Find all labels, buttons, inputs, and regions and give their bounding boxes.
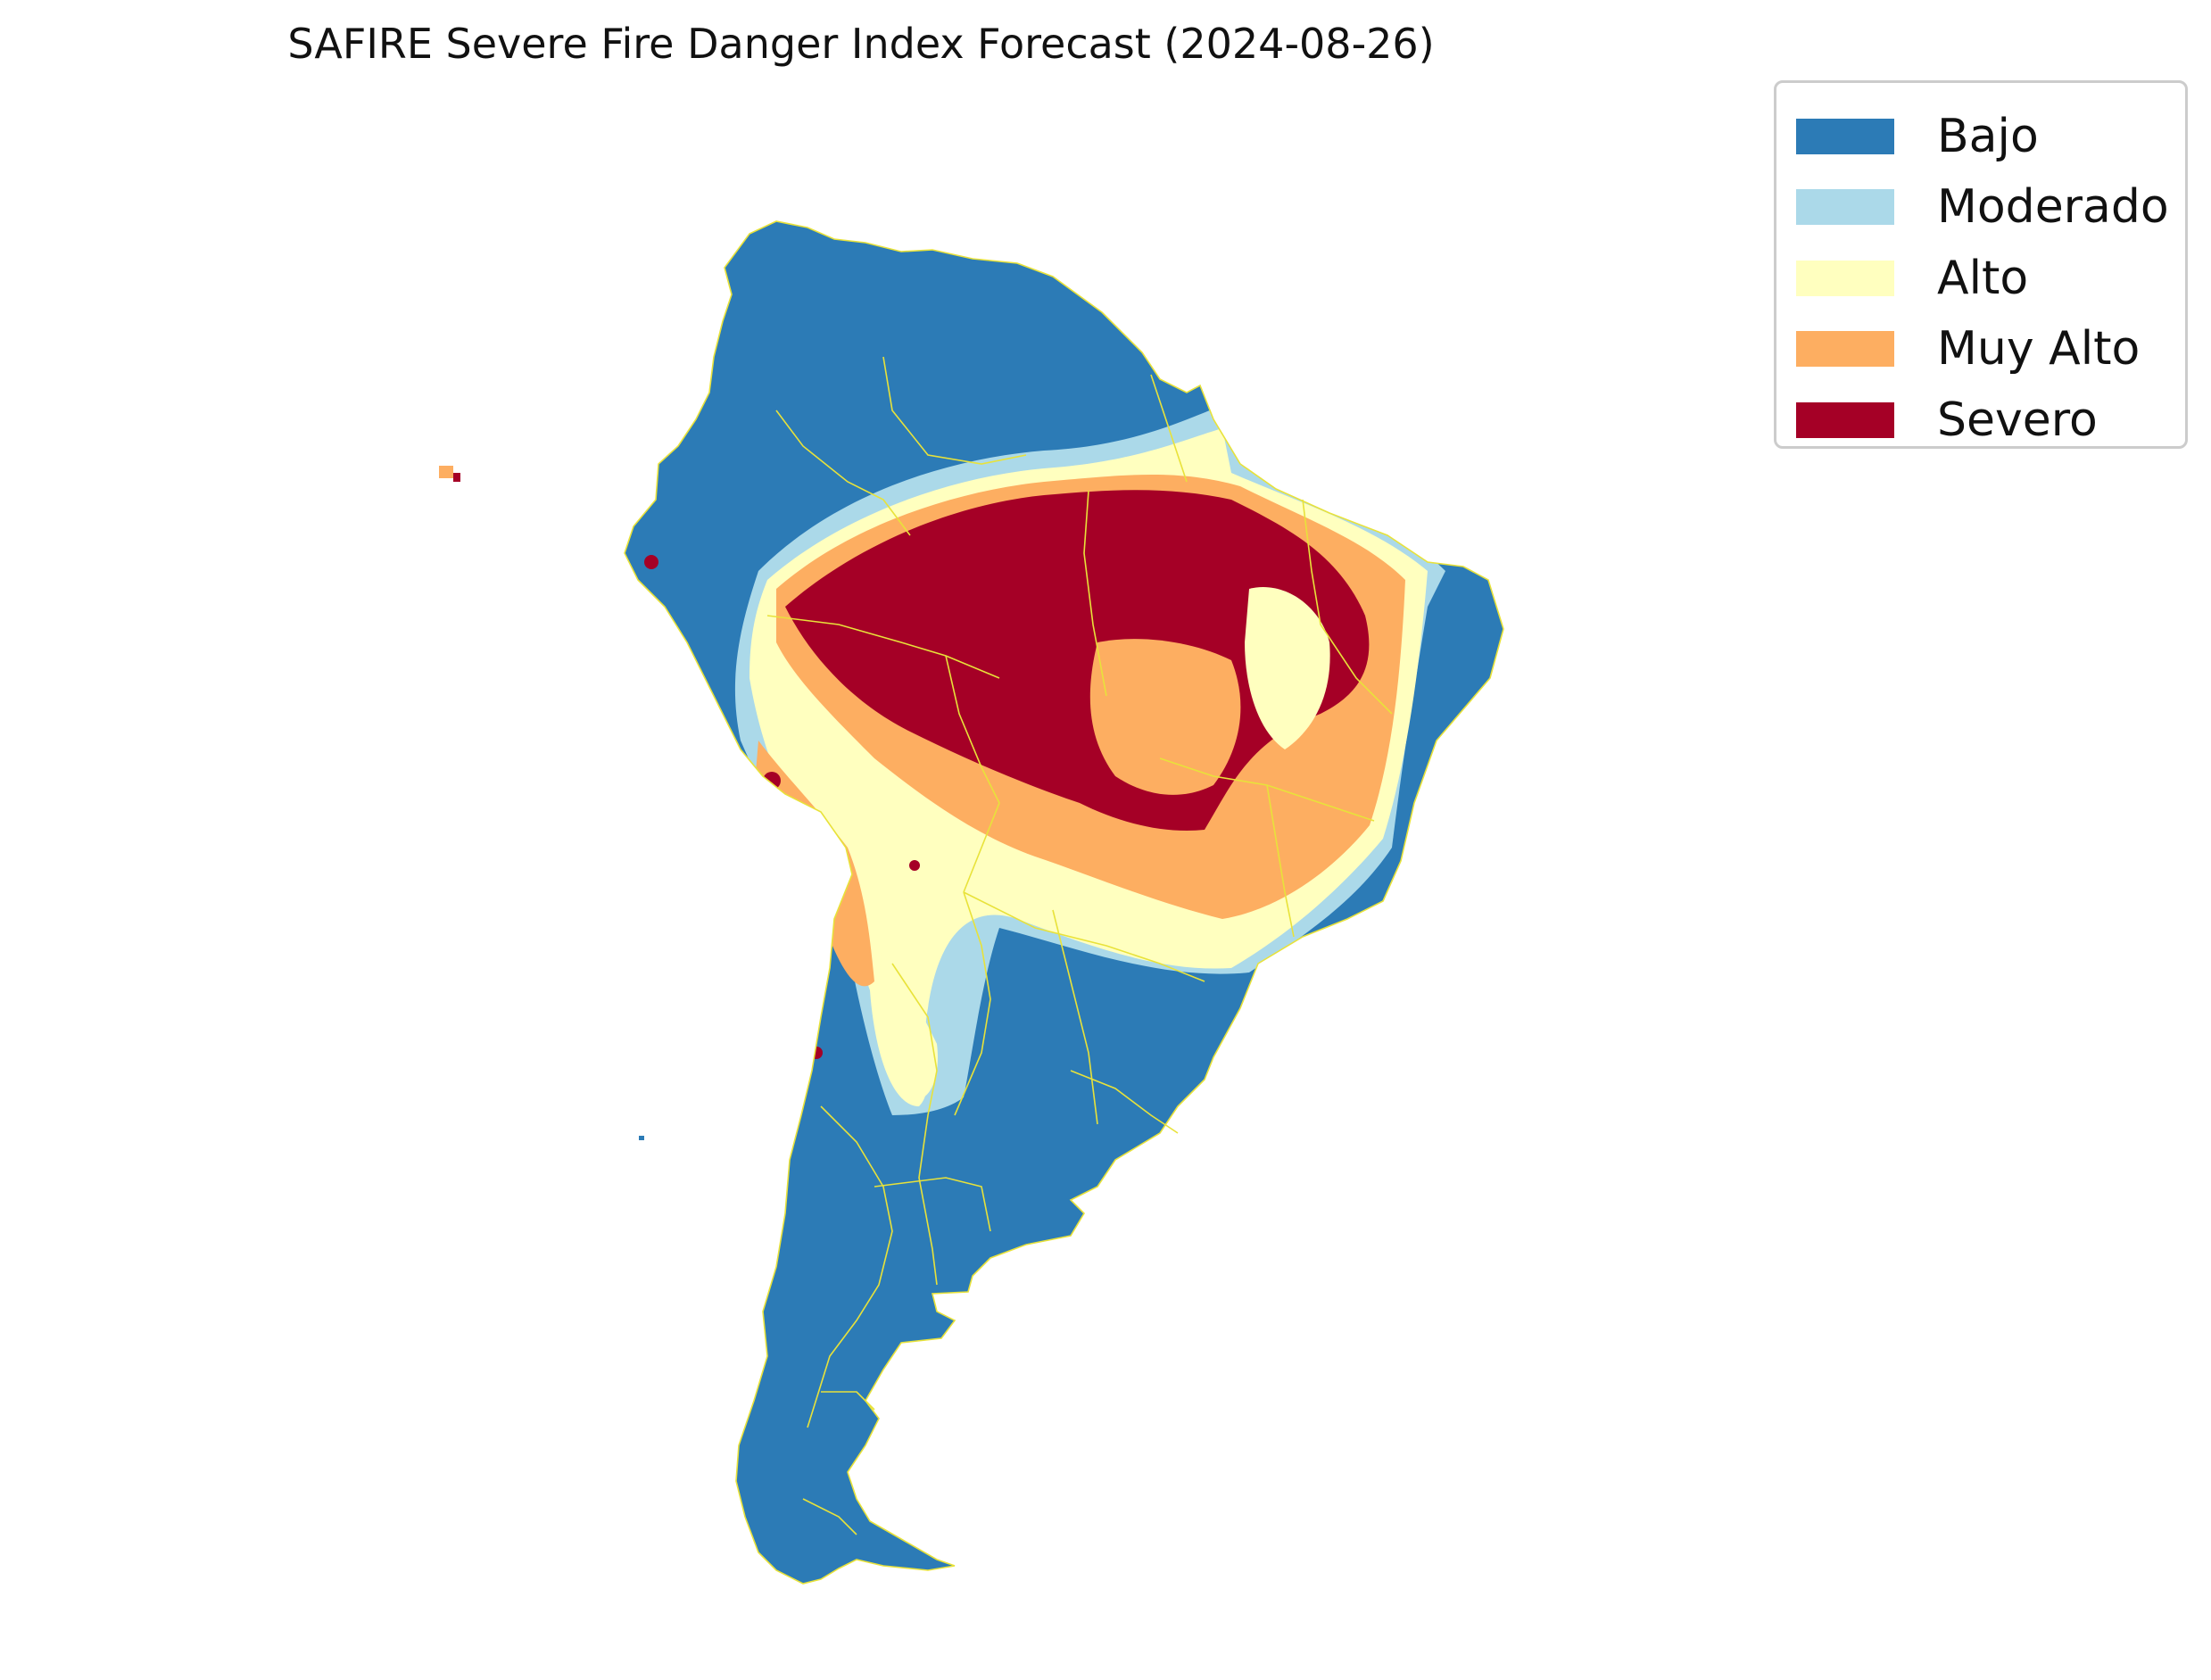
border-line xyxy=(945,655,1000,893)
border-line xyxy=(1302,499,1393,715)
legend-swatch xyxy=(1796,401,1894,438)
legend-swatch xyxy=(1796,118,1894,154)
legend-swatch xyxy=(1796,331,1894,368)
border-line xyxy=(1052,909,1098,1125)
border-line xyxy=(1266,784,1295,938)
legend-label: Muy Alto xyxy=(1937,322,2141,377)
legend-item-alto: Alto xyxy=(1796,243,2185,314)
legend-item-muy-alto: Muy Alto xyxy=(1796,314,2185,385)
border-line xyxy=(802,1498,857,1535)
map-title: SAFIRE Severe Fire Danger Index Forecast… xyxy=(287,20,1435,68)
zone-alto-patch xyxy=(1245,587,1330,749)
legend-label: Moderado xyxy=(1937,180,2169,235)
border-line xyxy=(821,1391,875,1411)
border-line xyxy=(1150,374,1188,483)
admin-borders xyxy=(624,220,1504,1585)
border-line xyxy=(963,891,1205,982)
legend-label: Severo xyxy=(1937,393,2098,447)
legend-label: Alto xyxy=(1937,251,2029,305)
border-line xyxy=(766,615,1000,679)
border-line xyxy=(874,1177,991,1232)
zone-muy-alto-patch xyxy=(1089,639,1241,795)
legend-item-moderado: Moderado xyxy=(1796,172,2185,244)
border-line xyxy=(882,356,1027,465)
land-zones xyxy=(625,221,1503,1584)
border-line xyxy=(807,1105,893,1428)
legend-item-severo: Severo xyxy=(1796,385,2185,456)
zone-severo-speck xyxy=(644,555,658,569)
legend: Bajo Moderado Alto Muy Alto Severo xyxy=(1774,80,2188,449)
legend-item-bajo: Bajo xyxy=(1796,101,2185,172)
island-speck xyxy=(439,466,453,478)
border-line xyxy=(1070,1070,1179,1134)
island-speck xyxy=(639,1136,644,1140)
zone-severo-speck xyxy=(763,772,781,790)
island-speck xyxy=(453,473,460,482)
border-line xyxy=(1083,490,1107,697)
zone-severo-speck xyxy=(909,860,920,871)
border-line xyxy=(775,410,911,536)
border-line xyxy=(891,963,938,1286)
zone-andes-alto xyxy=(879,946,938,1099)
offshore-islands xyxy=(439,466,644,1140)
legend-label: Bajo xyxy=(1937,109,2039,163)
legend-swatch xyxy=(1796,260,1894,296)
border-line xyxy=(954,891,991,1116)
zone-severo-speck xyxy=(810,1047,823,1059)
legend-swatch xyxy=(1796,189,1894,226)
